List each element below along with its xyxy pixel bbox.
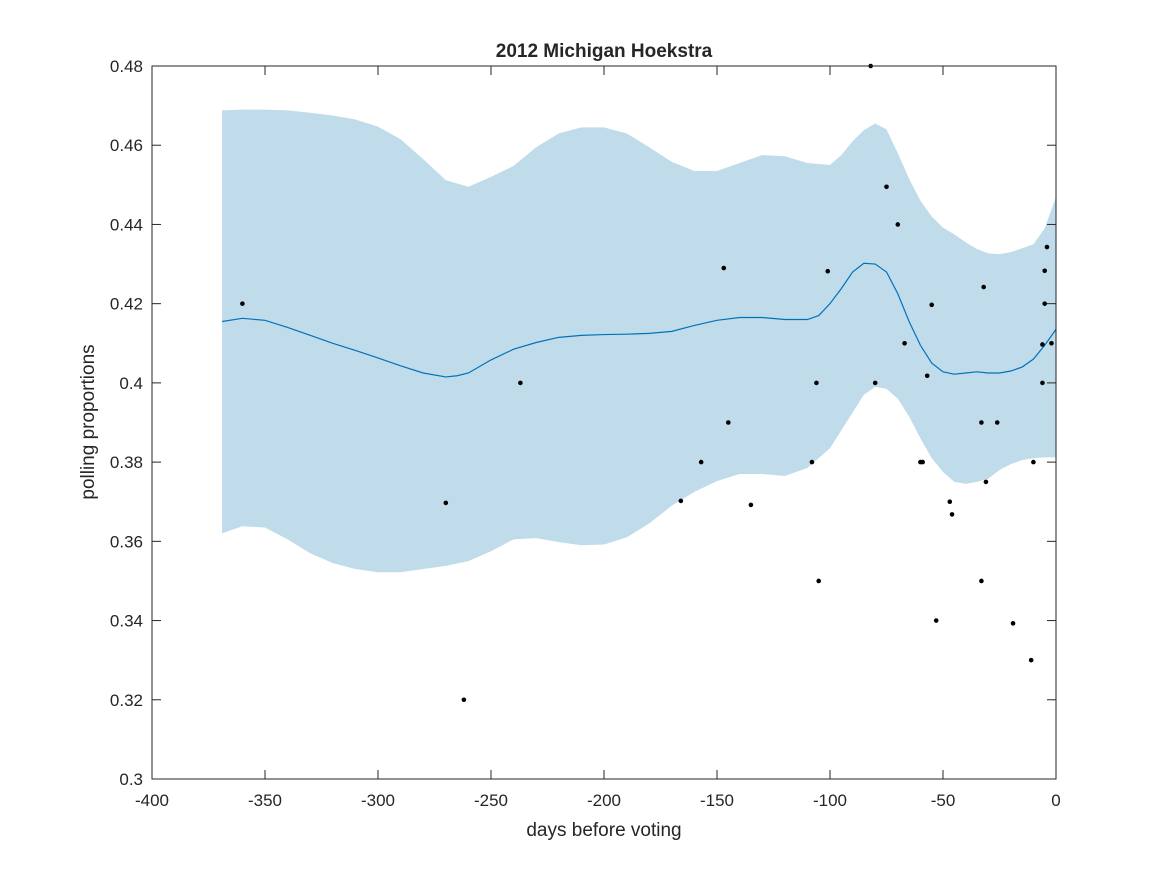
poll-point: [1040, 342, 1045, 347]
poll-point: [1031, 459, 1036, 465]
poll-point: [981, 284, 986, 290]
poll-points-layer: [240, 63, 1054, 703]
poll-point: [814, 380, 819, 386]
poll-point: [461, 697, 467, 703]
mean-line-layer: [221, 262, 1057, 378]
y-tick-label: 0.48: [110, 57, 143, 76]
poll-point: [240, 301, 245, 306]
y-tick-label: 0.38: [110, 453, 143, 472]
mean-line: [221, 262, 1057, 378]
x-tick-label: 0: [1051, 791, 1060, 810]
poll-point: [1044, 244, 1050, 250]
poll-point: [983, 479, 989, 485]
poll-point: [1049, 340, 1054, 346]
poll-point: [698, 459, 704, 465]
y-tick-label: 0.44: [110, 215, 143, 234]
poll-point: [1042, 268, 1047, 274]
poll-point: [1040, 380, 1045, 386]
poll-point: [748, 502, 754, 508]
x-tick-label: -150: [700, 791, 734, 810]
poll-point: [726, 420, 731, 425]
y-tick-label: 0.34: [110, 612, 143, 631]
poll-point: [979, 420, 984, 425]
confidence-band: [222, 109, 1056, 573]
poll-point: [884, 184, 889, 190]
y-tick-label: 0.3: [119, 770, 143, 789]
confidence-band-layer: [222, 109, 1056, 573]
poll-point: [920, 459, 925, 465]
poll-point: [979, 578, 984, 584]
poll-point: [816, 578, 821, 584]
x-tick-label: -350: [248, 791, 282, 810]
poll-point: [947, 499, 953, 505]
x-tick-label: -100: [813, 791, 847, 810]
poll-point: [825, 268, 831, 274]
poll-point: [678, 498, 684, 504]
x-tick-label: -50: [931, 791, 956, 810]
poll-point: [721, 265, 727, 271]
chart-title: 2012 Michigan Hoekstra: [496, 41, 713, 62]
poll-point: [1042, 301, 1047, 306]
poll-point: [809, 459, 815, 465]
y-axis-label: polling proportions: [78, 344, 99, 499]
poll-point: [872, 380, 878, 386]
poll-point: [895, 222, 901, 227]
y-tick-label: 0.46: [110, 136, 143, 155]
y-tick-label: 0.36: [110, 532, 143, 551]
poll-point: [902, 340, 907, 346]
poll-point: [924, 373, 930, 379]
poll-point: [518, 380, 523, 386]
x-tick-label: -200: [587, 791, 621, 810]
y-ticks-layer: 0.3 0.32 0.34 0.36 0.38 0.4 0.42 0.44 0.46 0.48: [110, 57, 1056, 789]
poll-point: [933, 618, 939, 623]
y-tick-label: 0.42: [110, 295, 143, 314]
poll-point: [929, 302, 934, 308]
poll-point: [1010, 621, 1016, 626]
x-axis-label: days before voting: [526, 820, 681, 841]
poll-point: [443, 500, 449, 506]
x-tick-label: -250: [474, 791, 508, 810]
y-tick-label: 0.32: [110, 691, 143, 710]
x-ticks-layer: -400 -350 -300 -250 -200 -150 -100 -50 0: [135, 66, 1061, 810]
y-tick-label: 0.4: [119, 374, 143, 393]
x-tick-label: -400: [135, 791, 169, 810]
poll-point: [994, 420, 1000, 425]
poll-point: [1028, 657, 1034, 663]
x-tick-label: -300: [361, 791, 395, 810]
poll-point: [949, 512, 955, 517]
